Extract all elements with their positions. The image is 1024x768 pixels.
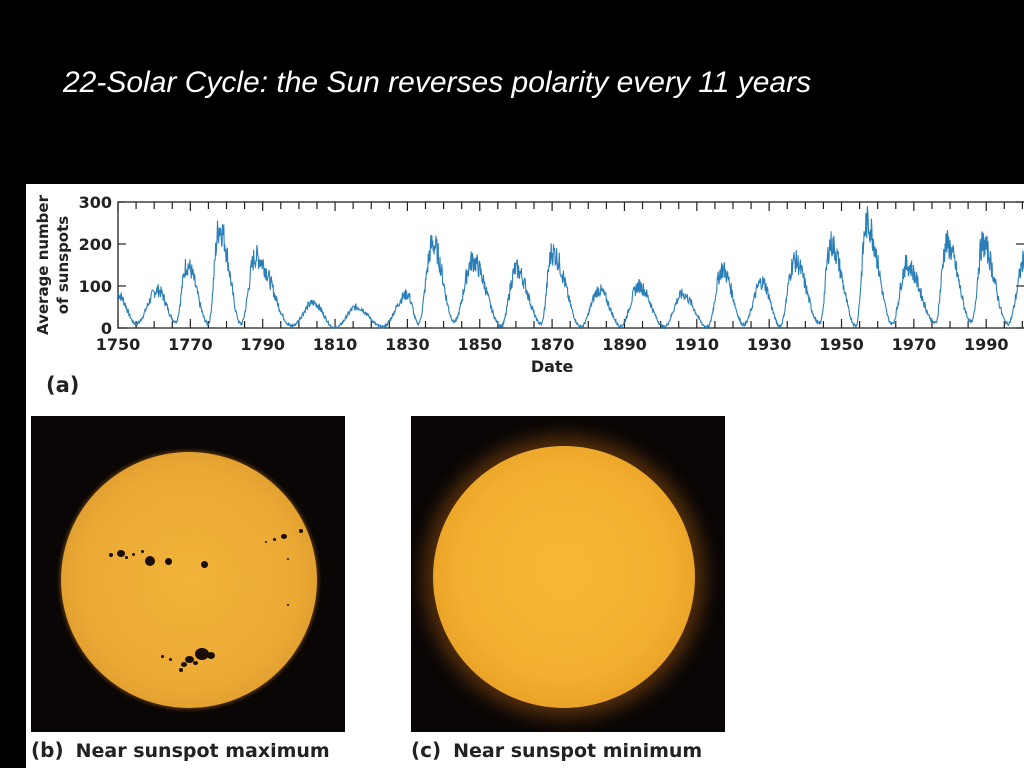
caption-maximum: (b) Near sunspot maximum [31, 738, 330, 762]
x-tick-label: 1910 [675, 335, 720, 354]
figure-panel: 1750 1770 1790 1810 1830 1850 1870 1890 1910 1930… [26, 184, 1024, 768]
x-tick-label: 1870 [530, 335, 575, 354]
sun-disk-minimum [433, 446, 695, 708]
y-tick-label: 200 [79, 235, 112, 254]
x-tick-label: 1970 [892, 335, 937, 354]
y-tick-label: 300 [79, 193, 112, 212]
y-axis-title-line1: Average number [34, 194, 52, 335]
x-tick-label: 1850 [457, 335, 502, 354]
x-tick-label: 1810 [313, 335, 358, 354]
slide-title: 22-Solar Cycle: the Sun reverses polarit… [63, 66, 812, 99]
x-tick-label: 1750 [96, 335, 141, 354]
panel-label-a: (a) [46, 373, 79, 397]
x-tick-label: 1930 [747, 335, 792, 354]
photo-sunspot-maximum [31, 416, 345, 732]
x-tick-label: 1830 [385, 335, 430, 354]
caption-text-b: Near sunspot maximum [75, 740, 330, 762]
chart-axes [117, 201, 1024, 329]
chart-labels: 1750 1770 1790 1810 1830 1850 1870 1890 1910 1930… [34, 193, 1009, 376]
sunspot-series-line [117, 206, 1024, 331]
caption-tag-c: (c) [411, 738, 442, 762]
x-tick-label: 1770 [168, 335, 213, 354]
chart-series [117, 206, 1024, 331]
y-tick-label: 0 [101, 319, 112, 338]
y-tick-label: 100 [79, 277, 112, 296]
caption-text-c: Near sunspot minimum [453, 740, 703, 762]
x-tick-label: 1790 [240, 335, 285, 354]
plot-frame [117, 201, 1024, 329]
photo-sunspot-minimum [411, 416, 725, 732]
caption-tag-b: (b) [31, 738, 64, 762]
x-tick-label: 1990 [964, 335, 1009, 354]
caption-minimum: (c) Near sunspot minimum [411, 738, 702, 762]
y-axis-title-line2: of sunspots [54, 216, 72, 314]
x-tick-label: 1950 [819, 335, 864, 354]
sun-disk-maximum [61, 452, 317, 708]
x-tick-label: 1890 [602, 335, 647, 354]
x-axis-title: Date [531, 357, 574, 376]
sunspot-chart: 1750 1770 1790 1810 1830 1850 1870 1890 1910 1930… [34, 193, 1024, 397]
